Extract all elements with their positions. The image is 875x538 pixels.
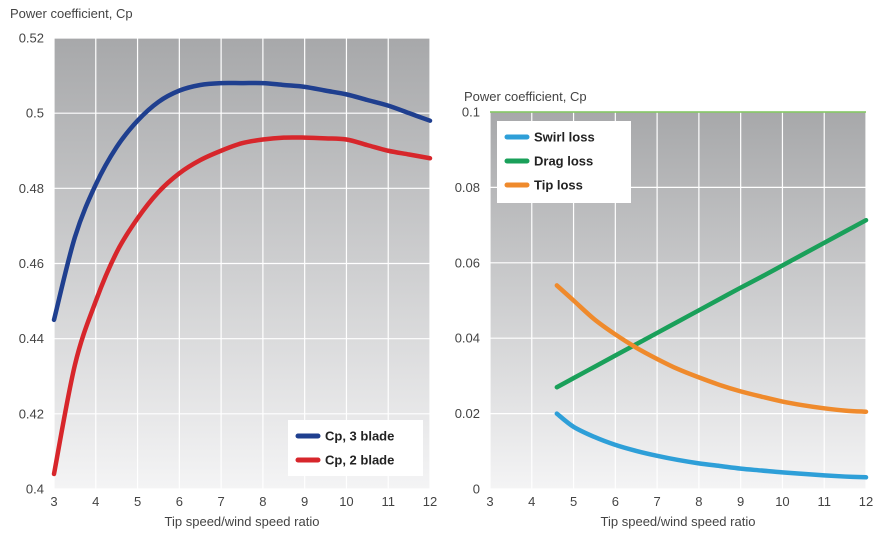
series-line-tip-loss (554, 283, 869, 414)
x-tick-label: 12 (423, 494, 437, 509)
series-line-cp-3-blade (51, 80, 433, 323)
x-tick-label: 6 (176, 494, 183, 509)
y-tick-label: 0.4 (26, 482, 44, 497)
x-tick-label: 10 (775, 494, 789, 509)
y-tick-label: 0.52 (19, 31, 44, 46)
legend: Swirl loss Drag loss Tip loss (497, 121, 631, 203)
y-tick-label: 0.1 (462, 105, 480, 120)
x-tick-label: 8 (259, 494, 266, 509)
x-axis-label: Tip speed/wind speed ratio (601, 514, 756, 529)
y-tick-label: 0.5 (26, 106, 44, 121)
x-tick-label: 4 (92, 494, 99, 509)
x-tick-label: 7 (653, 494, 660, 509)
y-axis-label: Power coefficient, Cp (10, 6, 133, 21)
y-tick-label: 0.08 (455, 180, 480, 195)
x-tick-label: 7 (217, 494, 224, 509)
x-tick-label: 12 (859, 494, 873, 509)
x-tick-label: 11 (817, 494, 831, 509)
x-tick-label: 11 (381, 494, 395, 509)
legend-label: Cp, 3 blade (325, 429, 394, 444)
x-tick-label: 10 (339, 494, 353, 509)
x-tick-label: 6 (612, 494, 619, 509)
y-tick-label: 0.48 (19, 181, 44, 196)
y-tick-label: 0.42 (19, 406, 44, 421)
legend-label: Swirl loss (534, 130, 595, 145)
legend-box (288, 420, 423, 476)
x-tick-label: 3 (486, 494, 493, 509)
legend-label: Cp, 2 blade (325, 453, 394, 468)
grid (53, 37, 431, 490)
x-tick-label: 4 (528, 494, 535, 509)
y-axis-label: Power coefficient, Cp (464, 89, 587, 104)
x-axis-label: Tip speed/wind speed ratio (165, 514, 320, 529)
y-tick-label: 0.04 (455, 331, 480, 346)
x-tick-label: 9 (737, 494, 744, 509)
series-line-drag-loss (554, 217, 869, 390)
y-tick-label: 0.02 (455, 406, 480, 421)
legend-label: Drag loss (534, 154, 593, 169)
y-tick-label: 0 (473, 482, 480, 497)
x-tick-label: 5 (570, 494, 577, 509)
x-tick-label: 5 (134, 494, 141, 509)
y-tick-label: 0.06 (455, 255, 480, 270)
legend-label: Tip loss (534, 178, 583, 193)
y-tick-label: 0.44 (19, 331, 44, 346)
legend: Cp, 3 blade Cp, 2 blade (288, 420, 423, 476)
series-line-cp-2-blade (51, 135, 433, 477)
x-tick-label: 8 (695, 494, 702, 509)
x-tick-label: 9 (301, 494, 308, 509)
y-tick-label: 0.46 (19, 256, 44, 271)
left-chart: 3 4 5 6 7 8 9 10 11 12 0.4 0.42 0.44 0.46 0.48 0.5 0.52 P… (10, 6, 437, 529)
series-line-swirl-loss (554, 411, 869, 480)
x-tick-label: 3 (50, 494, 57, 509)
